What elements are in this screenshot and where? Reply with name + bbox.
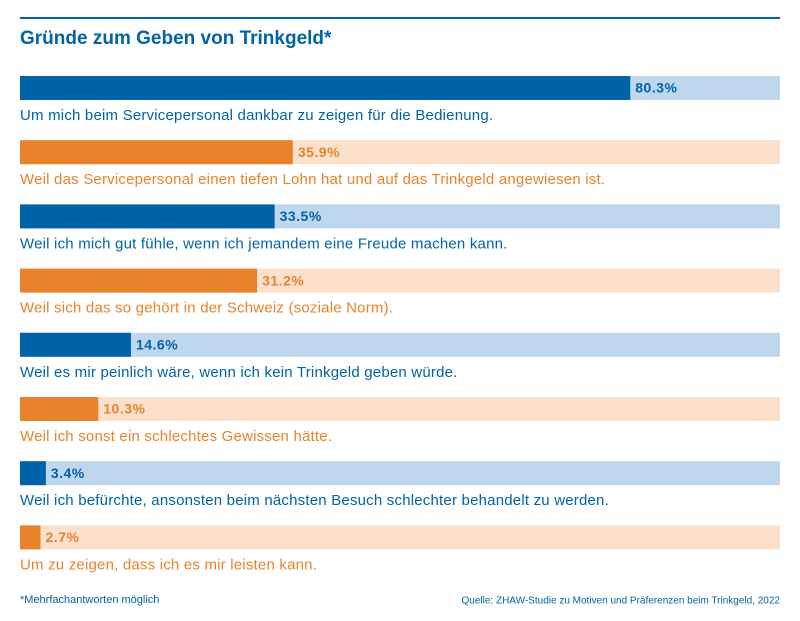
category-label: Um mich beim Servicepersonal dankbar zu … (20, 107, 493, 124)
bar (20, 397, 99, 421)
value-label: 14.6% (136, 337, 178, 353)
bar-track (20, 397, 780, 421)
value-label: 80.3% (635, 80, 677, 96)
footnote: *Mehrfachantworten möglich (20, 594, 159, 606)
value-label: 35.9% (298, 144, 340, 160)
value-label: 3.4% (51, 465, 85, 481)
source: Quelle: ZHAW-Studie zu Motiven und Präfe… (462, 596, 781, 607)
value-label: 10.3% (103, 401, 145, 417)
value-label: 33.5% (280, 208, 322, 224)
bar (20, 204, 275, 229)
category-label: Um zu zeigen, dass ich es mir leisten ka… (20, 556, 317, 573)
bar (20, 332, 131, 357)
category-label: Weil ich befürchte, ansonsten beim nächs… (20, 492, 609, 509)
category-label: Weil sich das so gehört in der Schweiz (… (20, 300, 393, 317)
category-label: Weil ich sonst ein schlechtes Gewissen h… (20, 428, 332, 445)
category-label: Weil das Servicepersonal einen tiefen Lo… (20, 171, 605, 188)
value-label: 31.2% (262, 272, 304, 288)
chart-title: Gründe zum Geben von Trinkgeld* (20, 28, 332, 49)
bar (20, 268, 258, 293)
value-label: 2.7% (46, 529, 80, 545)
bar-track (20, 461, 780, 486)
category-label: Weil es mir peinlich wäre, wenn ich kein… (20, 364, 458, 381)
bar-track (20, 332, 780, 357)
bar (20, 140, 293, 165)
category-label: Weil ich mich gut fühle, wenn ich jemand… (20, 235, 508, 252)
bar (20, 76, 631, 100)
bar-track (20, 525, 780, 550)
bar (20, 525, 41, 550)
bar (20, 461, 46, 486)
